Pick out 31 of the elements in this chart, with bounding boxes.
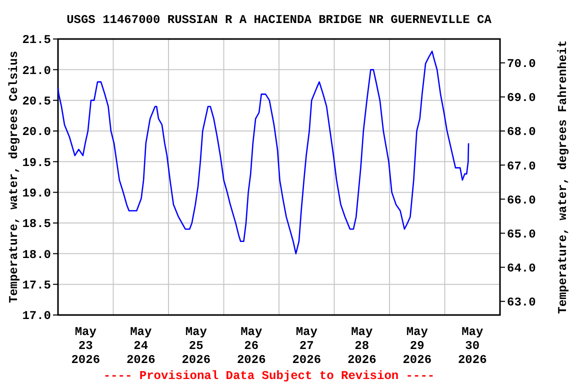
y-tick-label: 17.0 (22, 309, 51, 324)
y2-axis-title: Temperature, water, degrees Fahrenheit (556, 40, 570, 314)
y-tick-label: 19.5 (22, 156, 51, 170)
y2-tick-label: 66.0 (507, 193, 536, 208)
y2-tick-label: 68.0 (507, 125, 536, 140)
x-tick-label: May 24 2026 (126, 325, 156, 367)
y-axis-title: Temperature, water, degrees Celsius (7, 50, 21, 304)
y-tick-label: 21.0 (22, 64, 51, 78)
y2-tick-label: 67.0 (507, 159, 536, 174)
line-series (57, 50, 470, 254)
y2-tick-label: 70.0 (507, 57, 536, 72)
x-tick-label: May 27 2026 (292, 325, 322, 367)
y2-tick-label: 69.0 (507, 91, 536, 106)
y-tick-label: 21.5 (22, 33, 51, 48)
y2-tick-label: 64.0 (507, 261, 536, 276)
x-tick-label: May 29 2026 (402, 325, 432, 367)
y-tick-label: 20.5 (22, 94, 51, 109)
x-tick-label: May 30 2026 (458, 325, 487, 367)
x-tick-label: May 25 2026 (182, 325, 211, 367)
chart-title: USGS 11467000 RUSSIAN R A HACIENDA BRIDGE NR GUERNEVILLE CA (66, 13, 492, 27)
y-tick-label: 20.0 (22, 125, 51, 140)
x-tick-label: May 26 2026 (236, 325, 266, 367)
y-tick-label: 17.5 (22, 278, 51, 293)
x-tick-label: May 28 2026 (347, 325, 376, 367)
y2-tick-label: 63.0 (507, 296, 536, 310)
y-tick-label: 18.0 (22, 248, 51, 262)
text: ---- Provisional Data Subject to Revision ---- (103, 369, 435, 383)
y-tick-label: 19.0 (22, 186, 51, 201)
y-tick-label: 18.5 (22, 217, 51, 232)
y2-tick-label: 65.0 (507, 227, 536, 242)
x-tick-label: May 23 2026 (71, 325, 100, 367)
